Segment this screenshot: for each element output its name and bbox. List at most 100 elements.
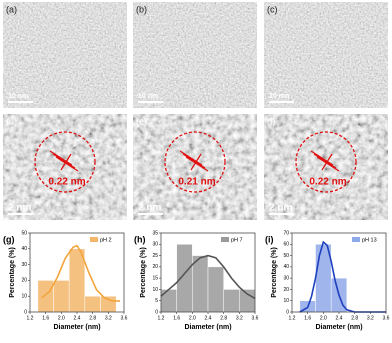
tem-image [133,2,257,108]
y-tick-label: 10 [21,294,27,300]
panel-label: (b) [136,4,147,14]
panel-label: (h) [134,234,146,244]
y-axis-label: Percentage (%) [271,247,278,298]
scale-bar-label: 10 nm [8,93,28,100]
x-tick-label: 1.2 [289,315,296,321]
scale-bar-label: 2 nm [8,203,31,214]
lattice-fringe [182,153,206,169]
x-tick-label: 3.2 [236,315,243,321]
x-tick-label: 2.8 [351,315,358,321]
bar [239,289,256,313]
y-tick-label: 10 [152,287,158,293]
y-tick-label: 25 [152,253,158,259]
tem-image [3,2,127,108]
lattice-circle [295,131,357,193]
panel-label: (c) [267,4,278,14]
bar [37,280,54,313]
lattice-fringe [179,150,203,166]
y-tick-label: 30 [152,242,158,248]
lattice-circle [164,131,226,193]
x-axis-label: Diameter (nm) [315,324,362,331]
x-tick-label: 1.6 [173,315,180,321]
lattice-circle [34,131,96,193]
y-tick-label: 20 [152,264,158,270]
y-tick-label: 20 [21,278,27,284]
x-tick-label: 3.6 [252,315,259,321]
fit-curve [299,240,386,313]
lattice-arrow [190,153,202,171]
y-tick-label: 60 [283,242,289,248]
bar [223,289,240,313]
panel-label: (g) [3,234,15,244]
scale-bar-label: 10 nm [138,93,158,100]
y-tick-label: 30 [283,275,289,281]
y-tick-label: 35 [152,230,158,236]
bar [207,266,224,313]
lattice-fringe [52,153,76,169]
legend-swatch [221,237,229,242]
y-tick-label: 20 [283,287,289,293]
y-tick-label: 40 [21,246,27,252]
x-tick-label: 2.0 [189,315,196,321]
x-tick-label: 2.4 [336,315,343,321]
y-tick-label: 5 [155,298,158,304]
lattice-spacing: 0.21 nm [178,177,215,188]
x-tick-label: 3.2 [105,315,112,321]
x-tick-label: 2.0 [58,315,65,321]
bar [160,289,177,313]
y-tick-label: 40 [283,264,289,270]
legend-swatch [90,237,98,242]
lattice-fringe [313,153,337,169]
bar [53,280,70,313]
x-tick-label: 1.2 [27,315,34,321]
x-tick-label: 2.0 [320,315,327,321]
fit-curve [41,244,121,302]
panel-label: (a) [6,4,17,14]
bar [84,295,101,313]
lattice-fringe [49,150,73,166]
panel-label: (d) [6,116,17,126]
scale-bar-label: 10 nm [269,93,289,100]
x-tick-label: 1.2 [158,315,165,321]
legend-label: pH 13 [362,237,377,243]
lattice-arrow [321,153,333,171]
lattice-fringe [55,156,79,172]
fit-curve [160,254,256,300]
y-tick-label: 15 [152,275,158,281]
y-axis-label: Percentage (%) [140,247,147,298]
lattice-fringe [310,150,334,166]
panel-label: (e) [136,116,147,126]
x-axis-label: Diameter (nm) [184,324,231,331]
y-tick-label: 0 [155,309,158,315]
x-tick-label: 2.4 [74,315,81,321]
lattice-fringe [185,156,209,172]
x-tick-label: 2.8 [220,315,227,321]
scale-bar-label: 2 nm [138,203,161,214]
x-axis-label: Diameter (nm) [53,324,100,331]
x-tick-label: 1.6 [42,315,49,321]
legend-swatch [352,237,360,242]
legend-label: pH 7 [231,237,243,243]
y-axis-label: Percentage (%) [9,247,16,298]
y-tick-label: 30 [21,262,27,268]
x-tick-label: 3.6 [383,315,390,321]
y-tick-label: 50 [21,230,27,236]
y-tick-label: 70 [283,230,289,236]
y-tick-label: 0 [286,309,289,315]
y-tick-label: 0 [24,309,27,315]
x-tick-label: 3.2 [367,315,374,321]
y-tick-label: 50 [283,253,289,259]
lattice-spacing: 0.22 nm [309,177,346,188]
y-tick-label: 10 [283,298,289,304]
lattice-arrow [60,153,72,171]
panel-label: (i) [265,234,274,244]
tem-image [264,2,388,108]
bar [192,255,209,313]
x-tick-label: 3.6 [121,315,128,321]
scale-bar-label: 2 nm [269,203,292,214]
x-tick-label: 2.8 [89,315,96,321]
lattice-fringe [316,156,340,172]
x-tick-label: 1.6 [304,315,311,321]
x-tick-label: 2.4 [205,315,212,321]
